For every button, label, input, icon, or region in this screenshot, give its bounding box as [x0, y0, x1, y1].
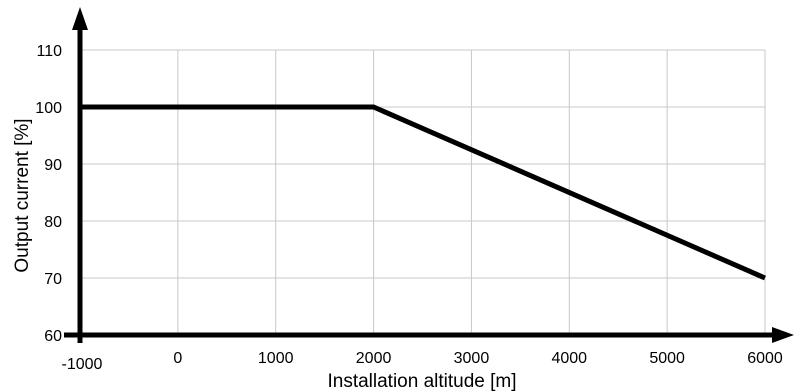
- y-tick-label: 100: [35, 100, 62, 117]
- x-tick-label: 1000: [258, 350, 294, 367]
- x-axis-title: Installation altitude [m]: [327, 371, 516, 392]
- y-tick-label: 60: [44, 328, 62, 345]
- x-tick-label: 6000: [747, 350, 783, 367]
- y-axis-arrow: [72, 7, 88, 30]
- x-tick-label: 0: [173, 350, 182, 367]
- x-tick-label: 3000: [454, 350, 490, 367]
- y-tick-labels: 60 70 80 90 100 110: [35, 43, 62, 345]
- x-tick-labels: -1000 0 1000 2000 3000 4000 5000 6000: [62, 350, 783, 373]
- series-line: [80, 104, 767, 281]
- x-tick-label: 4000: [551, 350, 587, 367]
- y-axis-title: Output current [%]: [12, 118, 33, 272]
- y-tick-label: 90: [44, 157, 62, 174]
- axes: [64, 7, 794, 343]
- x-tick-label: -1000: [62, 356, 103, 373]
- y-tick-label: 80: [44, 214, 62, 231]
- y-tick-label: 70: [44, 271, 62, 288]
- grid: [80, 49, 766, 335]
- y-tick-label: 110: [36, 43, 62, 60]
- x-tick-label: 2000: [356, 350, 392, 367]
- x-tick-label: 5000: [649, 350, 685, 367]
- x-axis-arrow: [772, 327, 794, 343]
